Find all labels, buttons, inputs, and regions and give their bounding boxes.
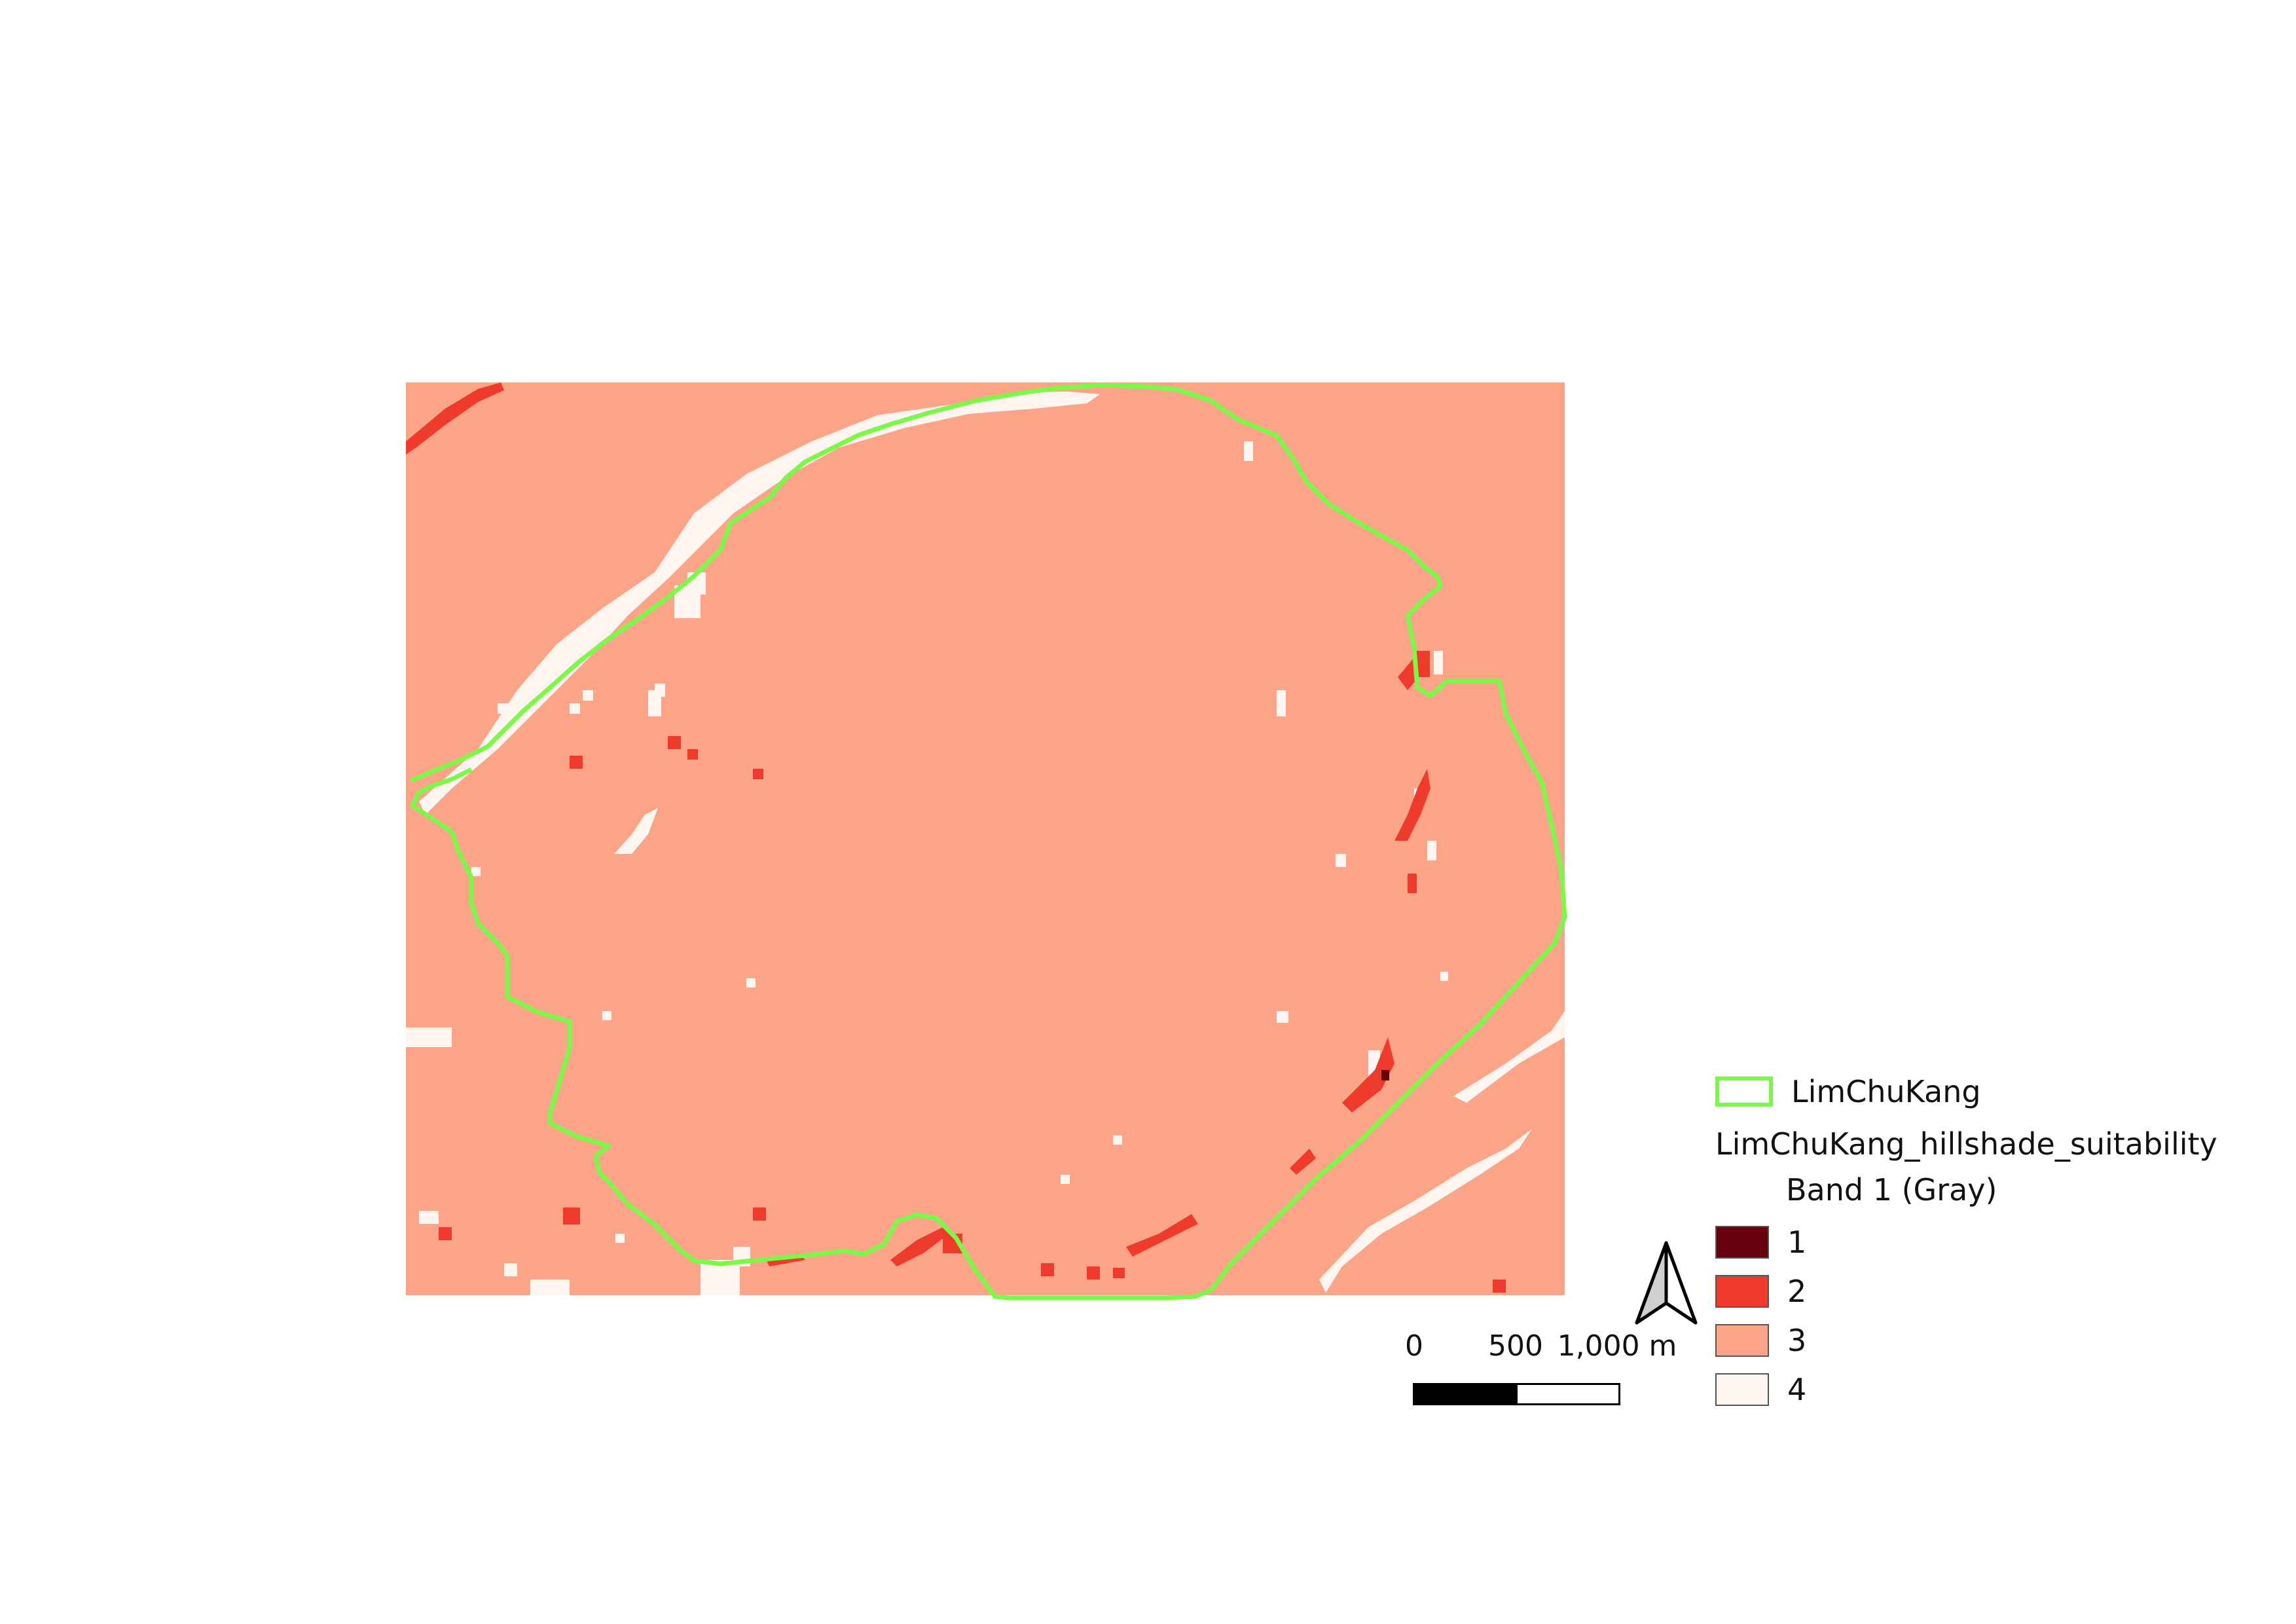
legend-band-label: Band 1 (Gray) bbox=[1786, 1172, 1997, 1208]
north-arrow bbox=[1630, 1238, 1702, 1336]
scale-label-500: 500 bbox=[1488, 1329, 1543, 1363]
legend-class-3-swatch bbox=[1715, 1324, 1769, 1357]
north-arrow-icon bbox=[1635, 1241, 1698, 1325]
legend-item-limchukang: LimChuKang bbox=[1715, 1074, 1981, 1109]
legend-boundary-swatch bbox=[1715, 1077, 1773, 1107]
raster-class-1-patches bbox=[1381, 1070, 1389, 1080]
legend-class-2-label: 2 bbox=[1787, 1274, 1807, 1309]
legend-band-row: Band 1 (Gray) bbox=[1786, 1172, 1997, 1208]
legend-class-1: 1 bbox=[1715, 1225, 1806, 1260]
legend: LimChuKang LimChuKang_hillshade_suitabil… bbox=[1715, 1067, 2239, 1434]
scale-label-1000: 1,000 m bbox=[1557, 1329, 1677, 1363]
scale-label-0: 0 bbox=[1405, 1329, 1423, 1363]
raster-class-2-patches bbox=[406, 382, 1506, 1293]
legend-boundary-label: LimChuKang bbox=[1791, 1074, 1981, 1109]
legend-raster-title: LimChuKang_hillshade_suitability bbox=[1715, 1126, 2217, 1162]
legend-class-3: 3 bbox=[1715, 1323, 1806, 1358]
scale-bar: 0 500 1,000 m bbox=[1401, 1329, 1677, 1421]
scale-segment-white bbox=[1516, 1383, 1620, 1405]
limchukang-boundary-path bbox=[410, 382, 1567, 1301]
legend-raster-title-row: LimChuKang_hillshade_suitability bbox=[1715, 1126, 2217, 1162]
legend-class-2-swatch bbox=[1715, 1275, 1769, 1308]
legend-class-4: 4 bbox=[1715, 1372, 1806, 1407]
legend-class-2: 2 bbox=[1715, 1274, 1806, 1309]
legend-class-4-label: 4 bbox=[1787, 1372, 1807, 1407]
legend-class-1-swatch bbox=[1715, 1226, 1769, 1259]
legend-class-4-swatch bbox=[1715, 1373, 1769, 1406]
legend-class-1-label: 1 bbox=[1787, 1225, 1807, 1260]
legend-class-3-label: 3 bbox=[1787, 1323, 1807, 1358]
scale-segment-black bbox=[1413, 1383, 1518, 1405]
